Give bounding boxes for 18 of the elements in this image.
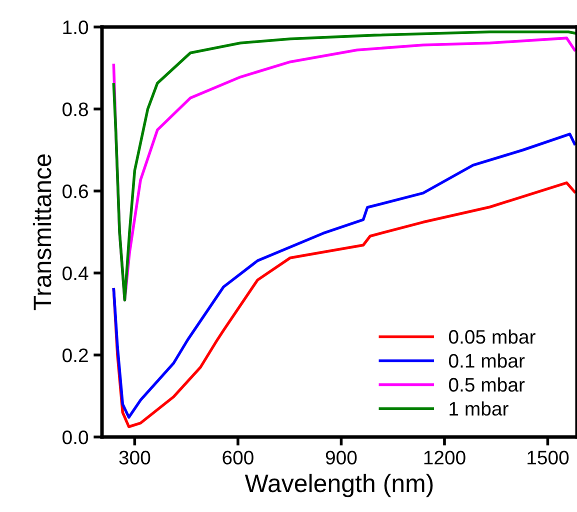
y-tick-label: 0.4 xyxy=(62,266,88,280)
x-tick-label: 1200 xyxy=(424,450,466,464)
legend-label: 0.05 mbar xyxy=(448,329,536,344)
y-tick-label: 0.0 xyxy=(62,430,88,444)
legend-label: 0.1 mbar xyxy=(448,353,525,368)
x-tick-label: 900 xyxy=(326,450,357,464)
x-axis-title: Wavelength (nm) xyxy=(244,474,433,498)
y-tick-label: 0.6 xyxy=(62,184,88,198)
y-tick-label: 1.0 xyxy=(63,20,88,34)
y-tick-label: 0.8 xyxy=(62,102,88,116)
legend-label: 1 mbar xyxy=(450,401,508,416)
x-tick-label: 600 xyxy=(222,450,254,464)
x-tick-label: 300 xyxy=(119,450,150,464)
y-tick-label: 0.2 xyxy=(62,348,88,362)
y-axis-title: Transmittance xyxy=(32,154,52,310)
line-series xyxy=(112,132,576,419)
legend-label: 0.5 mbar xyxy=(448,377,525,392)
x-tick-label: 1500 xyxy=(528,450,569,464)
